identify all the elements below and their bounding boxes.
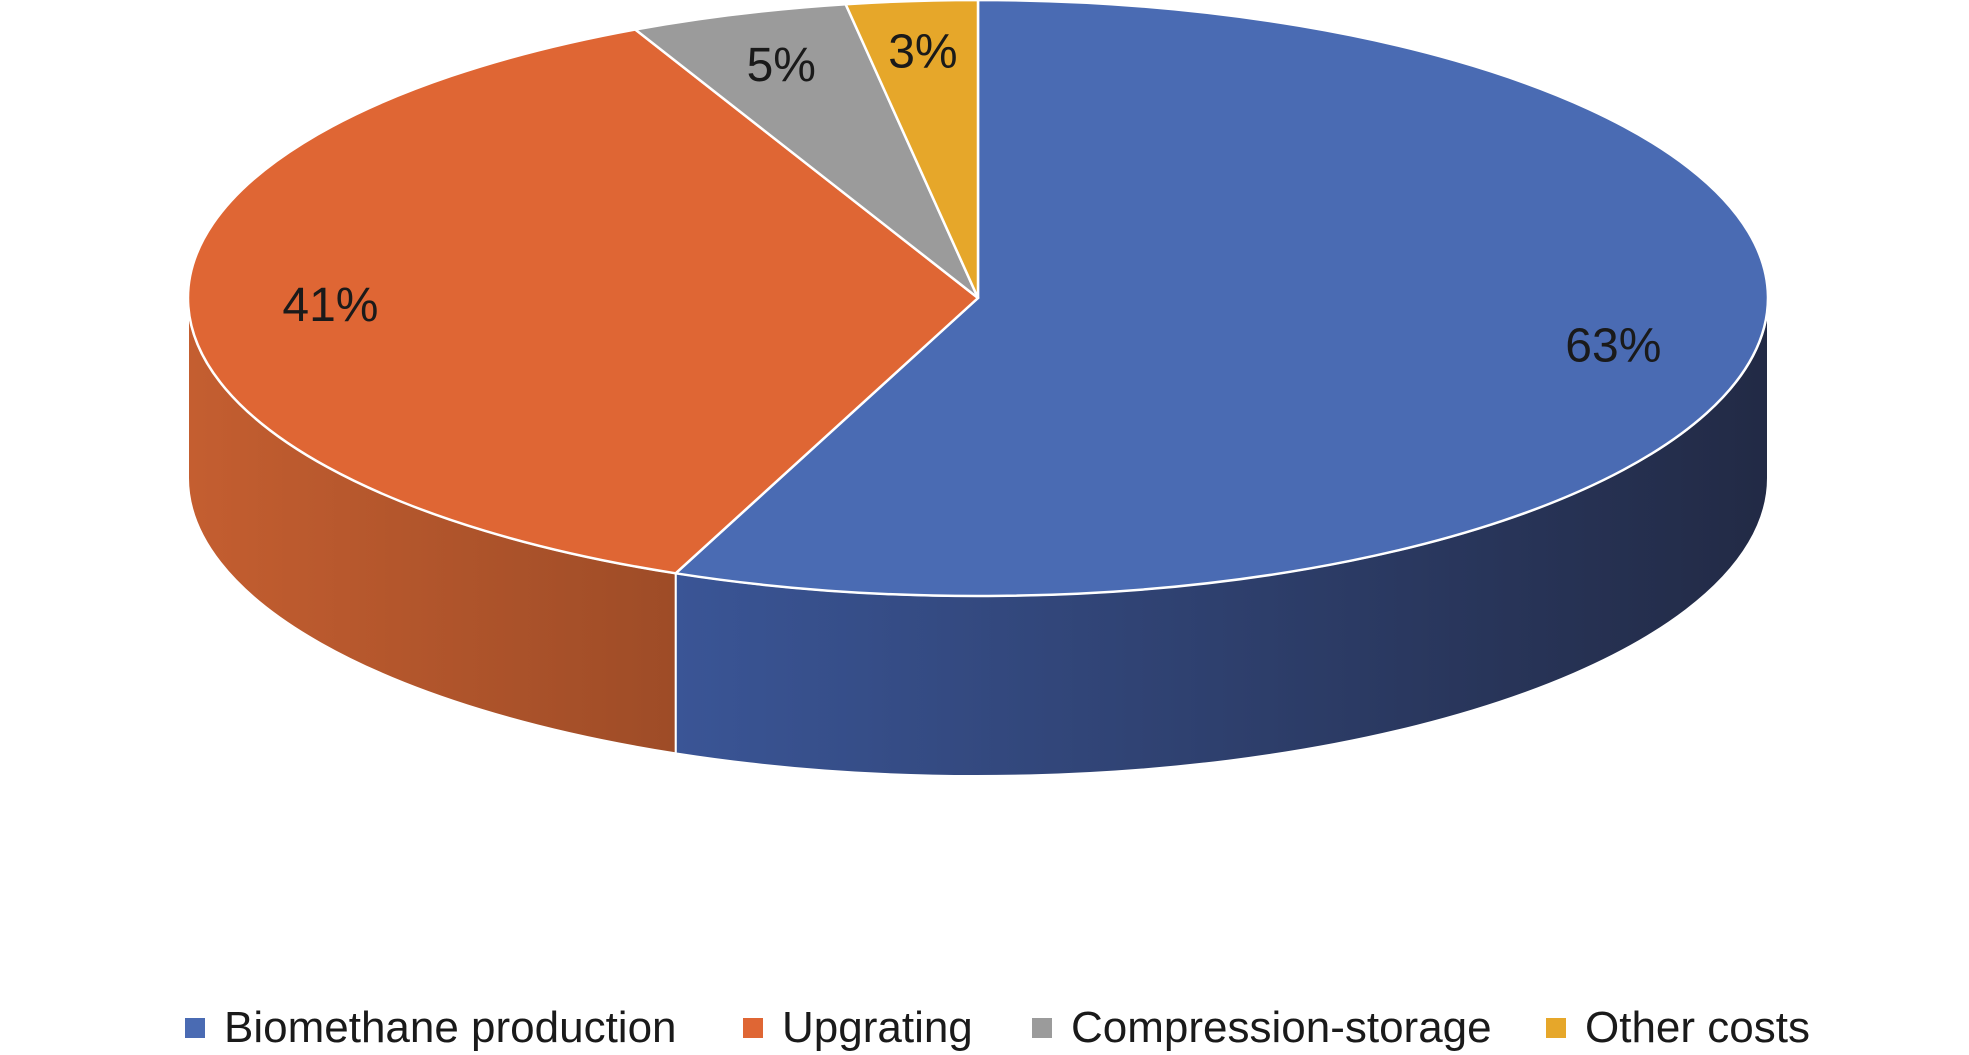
slice-other-costs (844, 0, 980, 300)
legend-swatch-compression-storage (1032, 1018, 1052, 1038)
slice-upgrating (186, 28, 980, 575)
legend-label-other-costs: Other costs (1585, 1003, 1810, 1052)
legend-label-biomethane-production: Biomethane production (224, 1003, 677, 1052)
pie-tops (186, 0, 1770, 598)
legend-label-compression-storage: Compression-storage (1071, 1003, 1492, 1052)
legend-swatch-biomethane-production (185, 1018, 205, 1038)
slice-biomethane-production (674, 0, 1770, 598)
data-label-other-costs: 3% (888, 26, 957, 79)
slice-compression-storage (633, 2, 980, 300)
data-label-compression-storage: 5% (747, 39, 816, 92)
pie-labels: 63% 41% 5% 3% (282, 26, 1661, 373)
legend-swatch-upgrating (743, 1018, 763, 1038)
data-label-upgrating: 41% (282, 279, 378, 332)
legend: Biomethane production Upgrating Compress… (185, 1003, 1810, 1052)
legend-swatch-other-costs (1546, 1018, 1566, 1038)
legend-label-upgrating: Upgrating (782, 1003, 973, 1052)
data-label-biomethane-production: 63% (1565, 320, 1661, 373)
